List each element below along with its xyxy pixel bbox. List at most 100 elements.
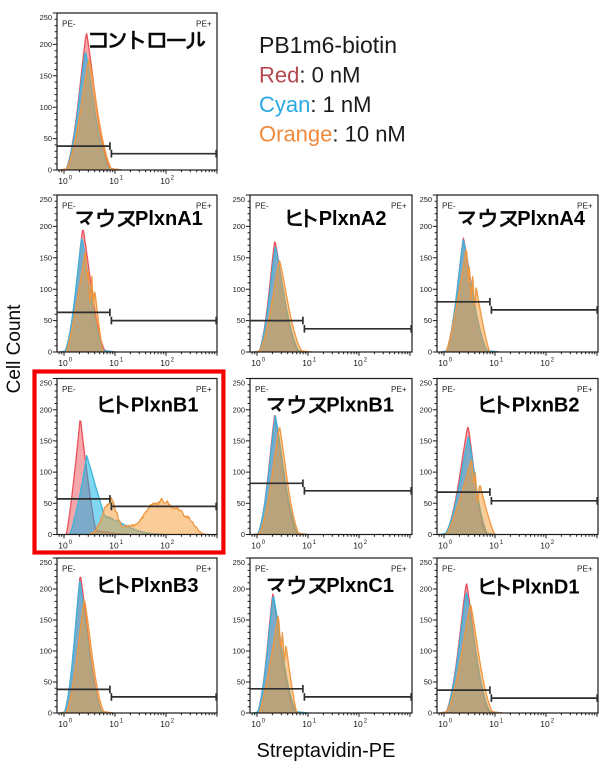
svg-text:10: 10	[489, 719, 499, 729]
svg-text:100: 100	[233, 647, 245, 656]
svg-text:0: 0	[48, 709, 52, 718]
svg-text:1: 1	[120, 176, 124, 182]
svg-text:10: 10	[540, 541, 550, 551]
svg-text:50: 50	[237, 499, 245, 508]
svg-text:50: 50	[44, 499, 52, 508]
svg-text:PE-: PE-	[442, 202, 456, 211]
svg-text:2: 2	[171, 719, 175, 725]
svg-text:PE+: PE+	[196, 20, 212, 29]
svg-text:10: 10	[353, 541, 363, 551]
svg-text:10: 10	[251, 719, 261, 729]
svg-text:150: 150	[233, 437, 245, 446]
svg-text:PE+: PE+	[577, 565, 593, 574]
svg-text:1: 1	[313, 540, 317, 546]
svg-text:200: 200	[420, 405, 432, 414]
svg-text:0: 0	[428, 348, 432, 357]
svg-text:200: 200	[420, 585, 432, 594]
svg-text:10: 10	[58, 358, 68, 368]
svg-text:10: 10	[353, 358, 363, 368]
svg-text:10: 10	[353, 719, 363, 729]
svg-text:Streptavidin-PE: Streptavidin-PE	[257, 740, 396, 762]
svg-text:0: 0	[69, 358, 73, 364]
svg-text:0: 0	[449, 358, 453, 364]
svg-text:10: 10	[438, 719, 448, 729]
svg-text:200: 200	[233, 222, 245, 231]
svg-text:PlxnC1: PlxnC1	[326, 575, 394, 597]
svg-text:PlxnA1: PlxnA1	[135, 208, 203, 230]
svg-text:0: 0	[241, 709, 245, 718]
svg-text:2: 2	[171, 358, 175, 364]
svg-text:150: 150	[420, 437, 432, 446]
svg-text:10: 10	[438, 358, 448, 368]
svg-text:10: 10	[251, 541, 261, 551]
svg-text:Orange: 10 nM: Orange: 10 nM	[259, 122, 406, 147]
svg-text:0: 0	[262, 540, 266, 546]
svg-text:PE+: PE+	[577, 385, 593, 394]
svg-text:100: 100	[420, 468, 432, 477]
svg-text:0: 0	[428, 530, 432, 539]
svg-text:250: 250	[420, 558, 432, 567]
svg-text:10: 10	[438, 541, 448, 551]
svg-text:150: 150	[233, 253, 245, 262]
svg-text:0: 0	[48, 166, 52, 175]
svg-text:10: 10	[302, 719, 312, 729]
svg-text:Cyan: 1 nM: Cyan: 1 nM	[259, 92, 372, 117]
svg-text:250: 250	[420, 195, 432, 204]
svg-text:10: 10	[160, 358, 170, 368]
svg-text:PE+: PE+	[196, 385, 212, 394]
svg-text:1: 1	[313, 358, 317, 364]
svg-text:250: 250	[40, 195, 52, 204]
svg-text:PE+: PE+	[391, 385, 407, 394]
svg-text:10: 10	[251, 358, 261, 368]
svg-text:50: 50	[237, 316, 245, 325]
svg-text:2: 2	[551, 358, 555, 364]
svg-text:0: 0	[69, 540, 73, 546]
svg-text:10: 10	[160, 176, 170, 186]
svg-text:250: 250	[233, 378, 245, 387]
svg-text:2: 2	[551, 719, 555, 725]
svg-text:50: 50	[424, 316, 432, 325]
svg-text:100: 100	[40, 647, 52, 656]
svg-text:1: 1	[500, 540, 504, 546]
svg-text:250: 250	[40, 558, 52, 567]
svg-text:250: 250	[233, 195, 245, 204]
svg-text:PE+: PE+	[391, 565, 407, 574]
svg-text:100: 100	[233, 285, 245, 294]
svg-text:50: 50	[424, 678, 432, 687]
svg-text:2: 2	[364, 719, 368, 725]
svg-text:PE+: PE+	[196, 202, 212, 211]
svg-text:2: 2	[171, 540, 175, 546]
svg-text:PlxnB1: PlxnB1	[131, 395, 199, 417]
svg-text:PE-: PE-	[62, 202, 76, 211]
svg-text:Cell Count: Cell Count	[4, 304, 25, 393]
svg-text:10: 10	[109, 358, 119, 368]
svg-text:50: 50	[44, 316, 52, 325]
svg-text:10: 10	[302, 541, 312, 551]
svg-text:1: 1	[313, 719, 317, 725]
svg-text:200: 200	[40, 222, 52, 231]
svg-text:2: 2	[364, 540, 368, 546]
svg-text:150: 150	[420, 616, 432, 625]
svg-text:10: 10	[109, 176, 119, 186]
svg-text:250: 250	[40, 13, 52, 22]
svg-text:PE-: PE-	[255, 202, 269, 211]
svg-text:200: 200	[40, 40, 52, 49]
svg-text:PE-: PE-	[62, 565, 76, 574]
svg-text:PE-: PE-	[62, 20, 76, 29]
svg-text:2: 2	[551, 540, 555, 546]
svg-text:PE-: PE-	[255, 565, 269, 574]
svg-text:150: 150	[420, 253, 432, 262]
svg-text:50: 50	[44, 678, 52, 687]
svg-text:0: 0	[428, 709, 432, 718]
svg-text:2: 2	[364, 358, 368, 364]
svg-text:150: 150	[40, 71, 52, 80]
svg-text:150: 150	[40, 253, 52, 262]
svg-text:PlxnB1: PlxnB1	[326, 395, 394, 417]
svg-text:1: 1	[120, 719, 124, 725]
svg-text:1: 1	[500, 719, 504, 725]
svg-text:0: 0	[69, 176, 73, 182]
svg-text:10: 10	[109, 541, 119, 551]
svg-text:10: 10	[489, 541, 499, 551]
svg-text:PE-: PE-	[62, 385, 76, 394]
svg-text:200: 200	[233, 405, 245, 414]
